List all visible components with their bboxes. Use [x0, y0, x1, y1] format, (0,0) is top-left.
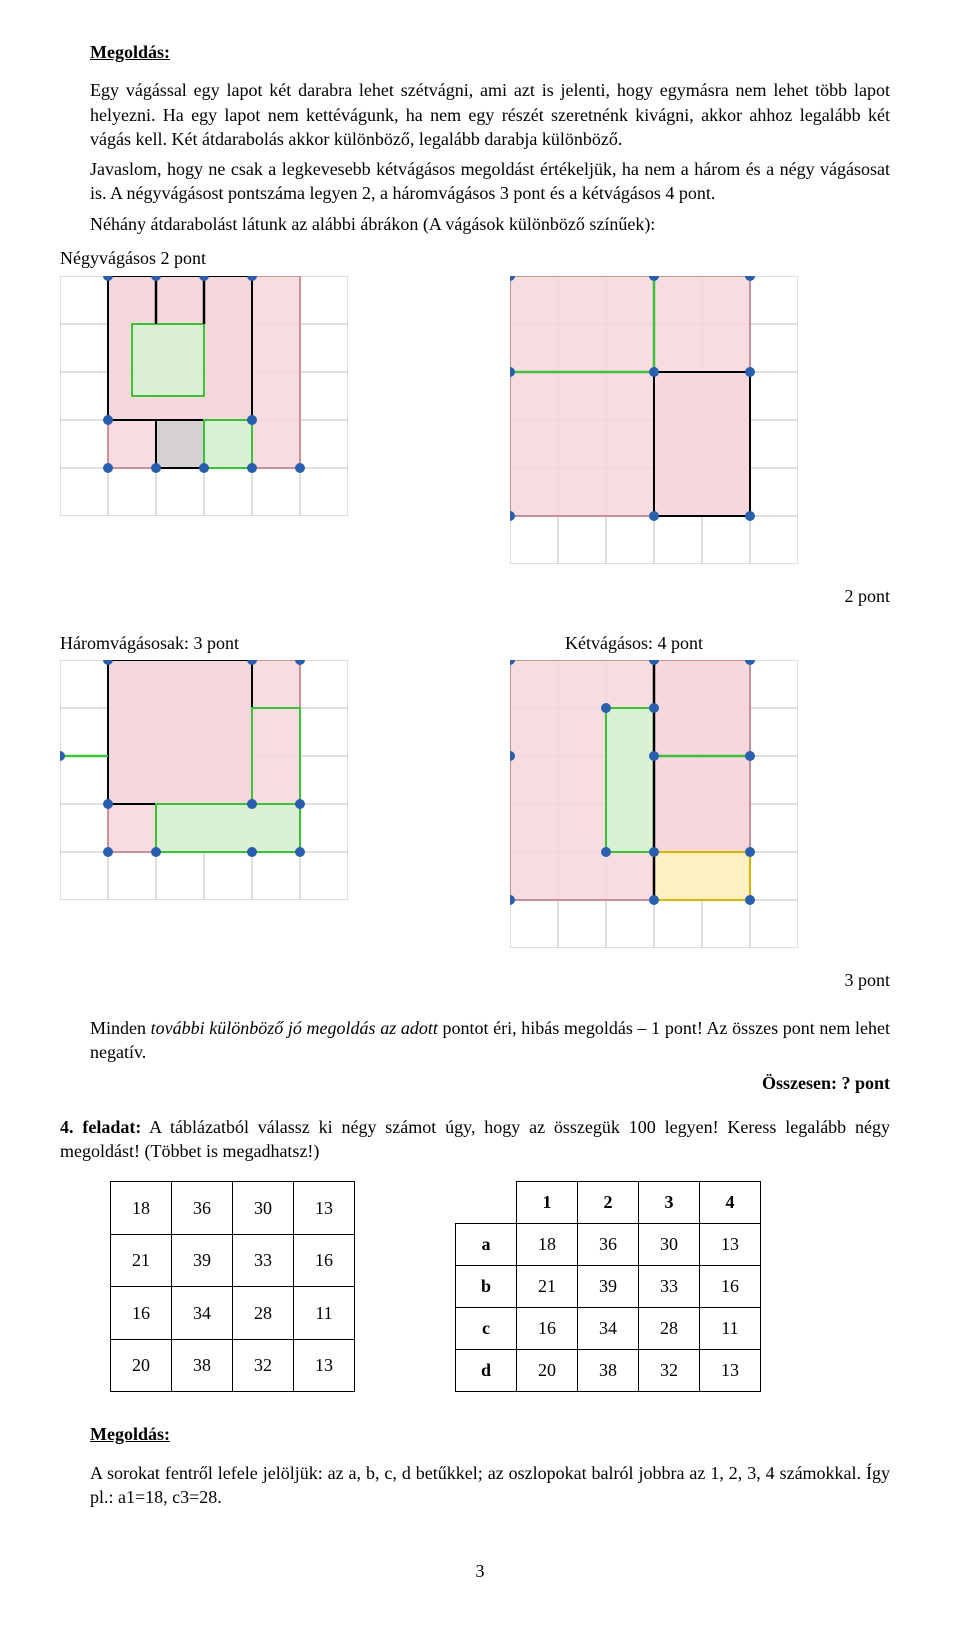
scoring-total: Összesen: ? pont [90, 1071, 890, 1095]
diagram-top-left [60, 276, 450, 516]
table-row-head: b [456, 1266, 517, 1308]
table-cell: 34 [172, 1287, 233, 1340]
figure-row-bottom [60, 660, 900, 948]
intro-p1: Egy vágással egy lapot két darabra lehet… [90, 78, 890, 151]
table-cell: 13 [700, 1350, 761, 1392]
table-cell: 21 [517, 1266, 578, 1308]
table-cell: 13 [700, 1224, 761, 1266]
scoring-1a: Minden [90, 1018, 151, 1038]
intro-p2: Javaslom, hogy ne csak a legkevesebb két… [90, 157, 890, 206]
table-col-head: 1 [517, 1182, 578, 1224]
diagram-bottom-right [510, 660, 900, 948]
intro-p3: Néhány átdarabolást látunk az alábbi ábr… [90, 212, 890, 236]
table-cell: 32 [233, 1339, 294, 1392]
table-cell: 20 [111, 1339, 172, 1392]
table-cell: 38 [172, 1339, 233, 1392]
task4-text: A táblázatból válassz ki négy számot úgy… [60, 1117, 890, 1161]
table-cell: 20 [517, 1350, 578, 1392]
table-right: 1234a18363013b21393316c16342811d20383213 [455, 1181, 761, 1392]
table-cell: 39 [578, 1266, 639, 1308]
scoring-1b: további különböző jó megoldás az adott [151, 1018, 438, 1038]
table-cell: 33 [639, 1266, 700, 1308]
points-2: 2 pont [60, 584, 890, 608]
page-number: 3 [60, 1559, 900, 1583]
table-left: 18363013213933161634281120383213 [110, 1181, 355, 1392]
table-cell: 16 [111, 1287, 172, 1340]
table-cell: 32 [639, 1350, 700, 1392]
diagram-bottom-left [60, 660, 450, 900]
table-cell: 30 [233, 1182, 294, 1235]
table-cell: 21 [111, 1234, 172, 1287]
table-cell: 28 [639, 1308, 700, 1350]
table-cell: 30 [639, 1224, 700, 1266]
table-cell: 13 [294, 1182, 355, 1235]
table-col-head: 4 [700, 1182, 761, 1224]
figure-row-top [60, 276, 900, 564]
table-col-head: 2 [578, 1182, 639, 1224]
table-cell: 28 [233, 1287, 294, 1340]
table-cell: 13 [294, 1339, 355, 1392]
solution4-block: A sorokat fentről lefele jelöljük: az a,… [90, 1461, 890, 1510]
heading-megoldas-2: Megoldás: [90, 1424, 170, 1444]
table-cell: 36 [578, 1224, 639, 1266]
table-cell: 39 [172, 1234, 233, 1287]
scoring-line: Minden további különböző jó megoldás az … [90, 1016, 890, 1065]
table-row-head: c [456, 1308, 517, 1350]
table-cell: 16 [517, 1308, 578, 1350]
intro-block: Egy vágással egy lapot két darabra lehet… [90, 78, 890, 236]
caption-negyv: Négyvágásos 2 pont [60, 246, 900, 270]
table-row-head: a [456, 1224, 517, 1266]
solution4-text: A sorokat fentről lefele jelöljük: az a,… [90, 1461, 890, 1510]
table-cell: 11 [700, 1308, 761, 1350]
table-cell: 16 [294, 1234, 355, 1287]
table-cell: 18 [517, 1224, 578, 1266]
points-3: 3 pont [60, 968, 890, 992]
scoring-block: Minden további különböző jó megoldás az … [90, 1016, 890, 1095]
table-col-head: 3 [639, 1182, 700, 1224]
table-cell: 38 [578, 1350, 639, 1392]
heading-megoldas: Megoldás: [90, 42, 170, 62]
table-cell: 11 [294, 1287, 355, 1340]
caption-ketv: Kétvágásos: 4 pont [395, 633, 900, 654]
table-cell: 18 [111, 1182, 172, 1235]
table-cell: 33 [233, 1234, 294, 1287]
tables-row: 18363013213933161634281120383213 1234a18… [110, 1181, 900, 1392]
task4-line: 4. feladat: A táblázatból válassz ki nég… [60, 1115, 890, 1164]
table-row-head: d [456, 1350, 517, 1392]
table-head-blank [456, 1182, 517, 1224]
caption-haromv: Háromvágásosak: 3 pont [60, 633, 395, 654]
table-cell: 36 [172, 1182, 233, 1235]
table-cell: 34 [578, 1308, 639, 1350]
task4-label: 4. feladat: [60, 1117, 141, 1137]
table-cell: 16 [700, 1266, 761, 1308]
diagram-top-right [510, 276, 900, 564]
